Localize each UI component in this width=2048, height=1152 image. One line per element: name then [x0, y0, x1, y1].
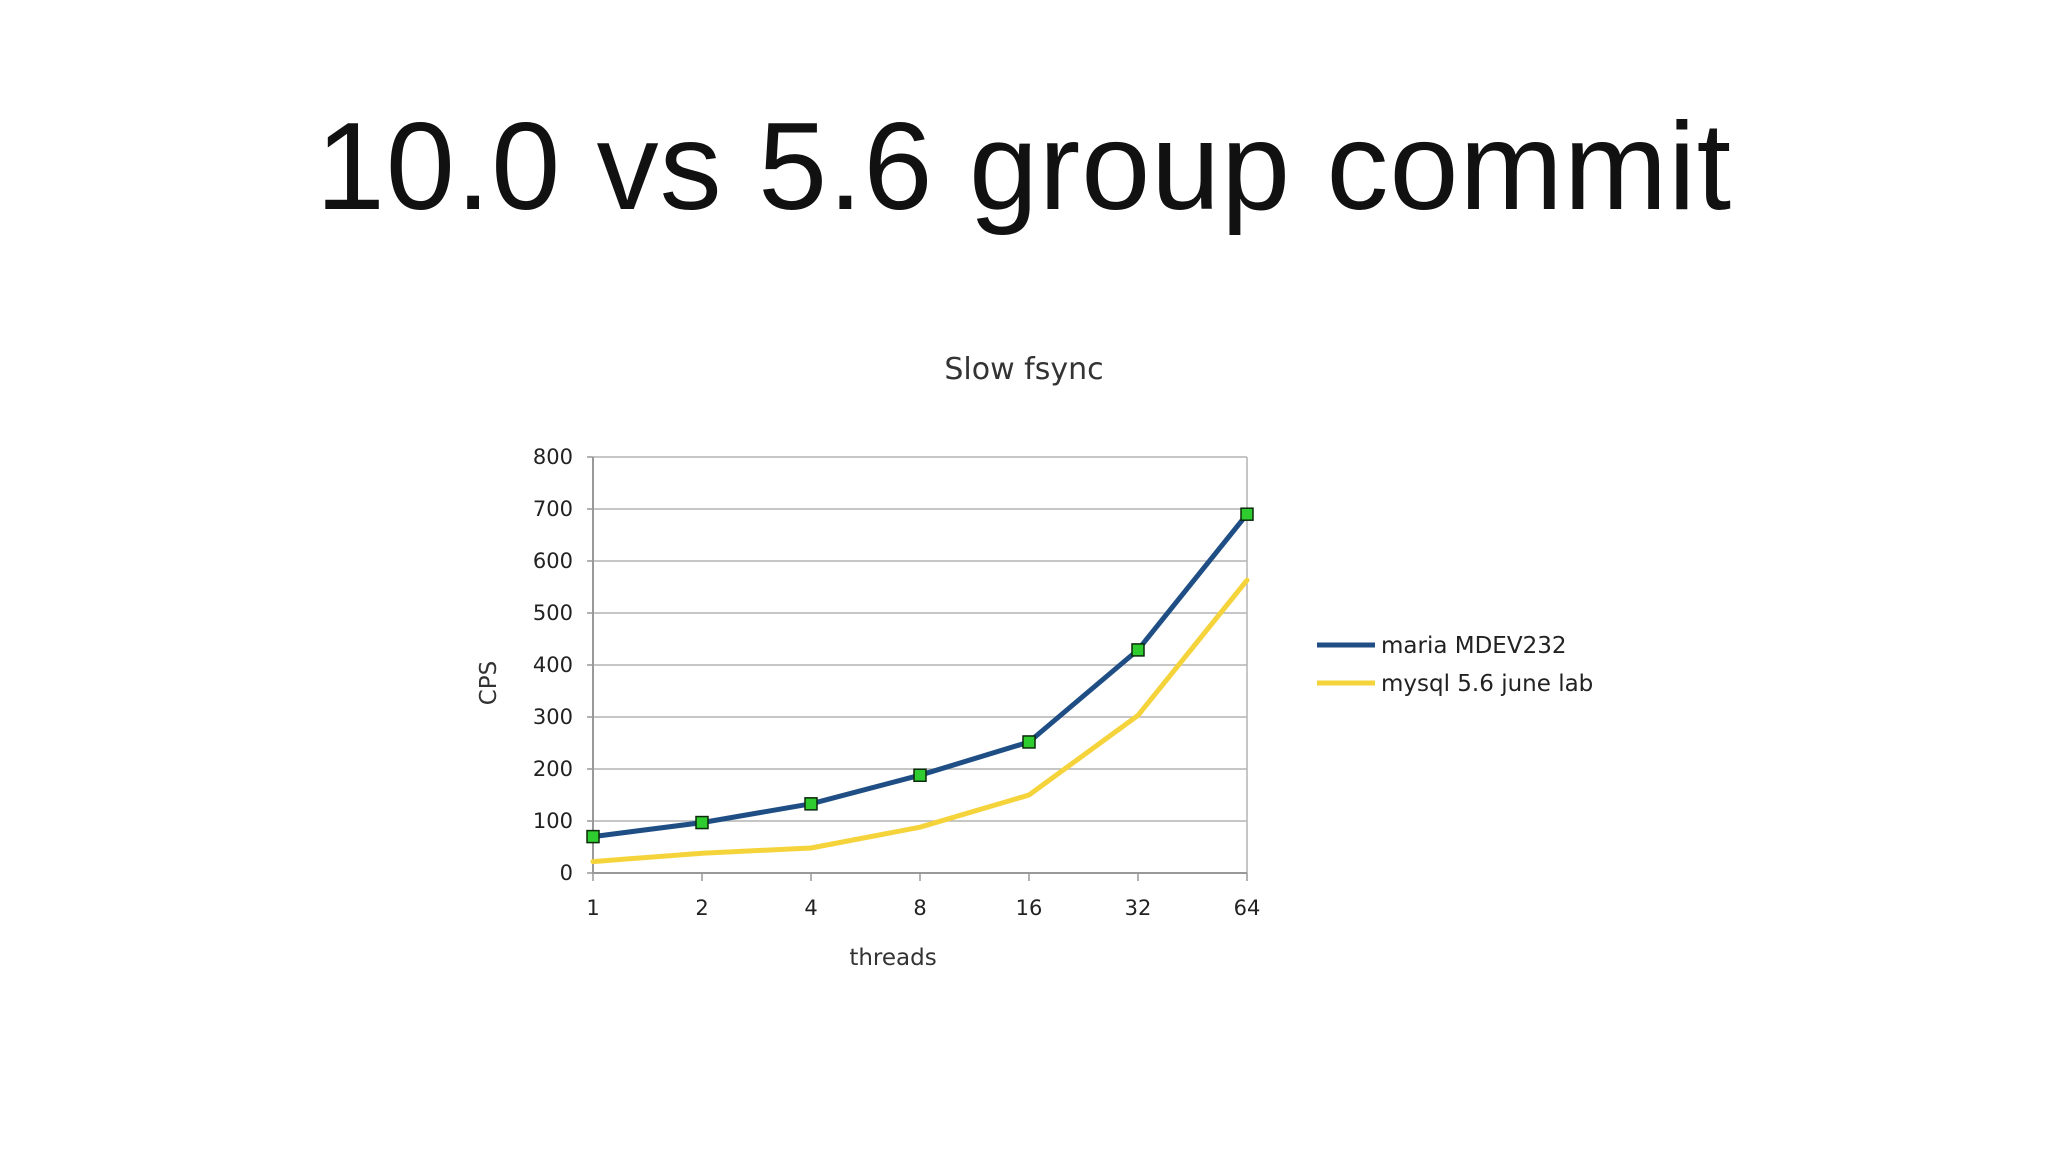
data-point-marker [586, 829, 600, 844]
x-tick-label: 16 [1016, 896, 1043, 920]
data-point-marker [1022, 735, 1036, 749]
y-axis-label: CPS [476, 661, 502, 706]
y-tick-label: 400 [533, 653, 573, 677]
series-line-0 [590, 511, 1250, 840]
y-tick-label: 800 [533, 445, 573, 469]
x-tick-label: 8 [913, 896, 926, 920]
data-point-marker [804, 797, 818, 811]
data-point-marker [1131, 643, 1145, 657]
y-tick-label: 200 [533, 757, 573, 781]
gridlines [593, 456, 1248, 873]
x-tick-label: 2 [695, 896, 708, 920]
y-tick-label: 300 [533, 705, 573, 729]
axes [587, 456, 1248, 881]
legend: maria MDEV232 mysql 5.6 june lab [1317, 633, 1593, 697]
y-tick-label: 500 [533, 601, 573, 625]
data-point-marker [1240, 507, 1254, 521]
legend-label: maria MDEV232 [1381, 633, 1566, 659]
series-lines [590, 511, 1250, 865]
chart-title: Slow fsync [944, 352, 1103, 387]
data-point-marker [695, 815, 709, 830]
x-axis-label: threads [849, 945, 936, 971]
data-point-marker [913, 768, 927, 782]
x-tick-label: 1 [586, 896, 599, 920]
y-tick-labels: 0 100 200 300 400 500 600 700 800 [533, 445, 573, 885]
y-tick-label: 0 [560, 861, 573, 885]
slide-title: 10.0 vs 5.6 group commit [315, 98, 1733, 236]
x-tick-label: 32 [1125, 896, 1152, 920]
series-line-1 [590, 577, 1250, 865]
y-tick-label: 100 [533, 809, 573, 833]
y-tick-label: 600 [533, 549, 573, 573]
legend-label: mysql 5.6 june lab [1381, 671, 1593, 697]
series-markers [586, 507, 1254, 844]
x-tick-label: 64 [1234, 896, 1261, 920]
x-tick-labels: 1 2 4 8 16 32 64 [586, 896, 1260, 920]
y-tick-label: 700 [533, 497, 573, 521]
x-tick-label: 4 [804, 896, 817, 920]
